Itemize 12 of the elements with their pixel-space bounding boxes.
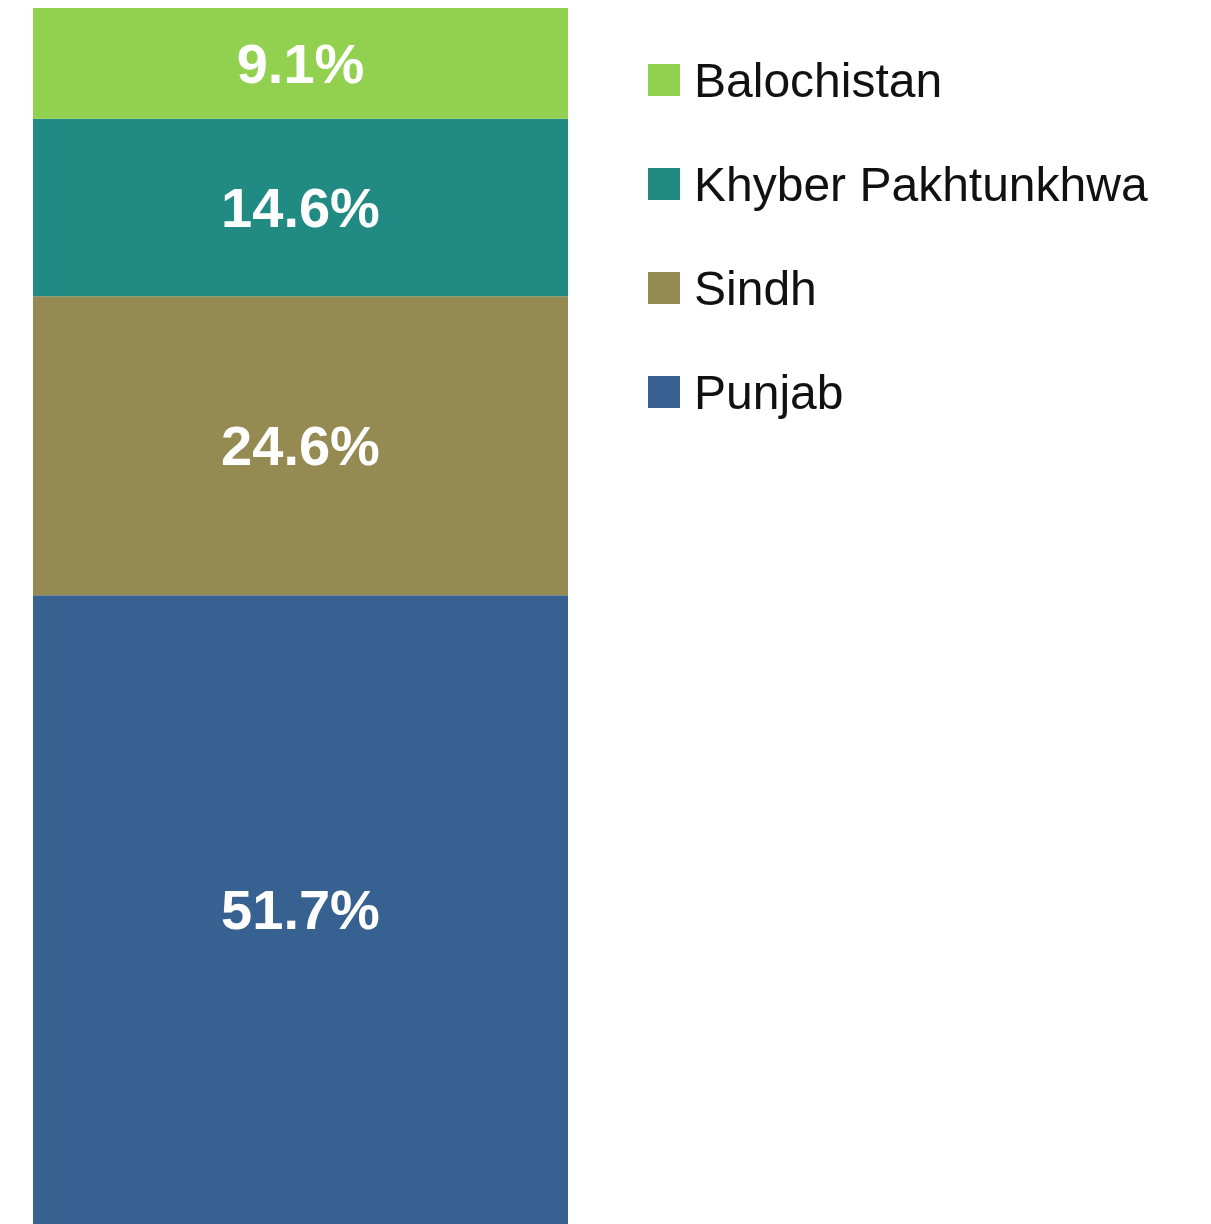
- data-label: 14.6%: [221, 175, 380, 239]
- data-label: 24.6%: [221, 414, 380, 478]
- bar: [33, 118, 568, 297]
- legend-label: Khyber Pakhtunkhwa: [694, 156, 1148, 212]
- legend-label: Balochistan: [694, 52, 943, 108]
- bar: [33, 296, 568, 596]
- data-label: 51.7%: [221, 878, 380, 942]
- legend-label: Sindh: [694, 260, 817, 316]
- bar: [33, 595, 568, 1224]
- data-label: 9.1%: [236, 31, 365, 95]
- bar: [33, 8, 568, 119]
- legend-label: Punjab: [694, 364, 844, 420]
